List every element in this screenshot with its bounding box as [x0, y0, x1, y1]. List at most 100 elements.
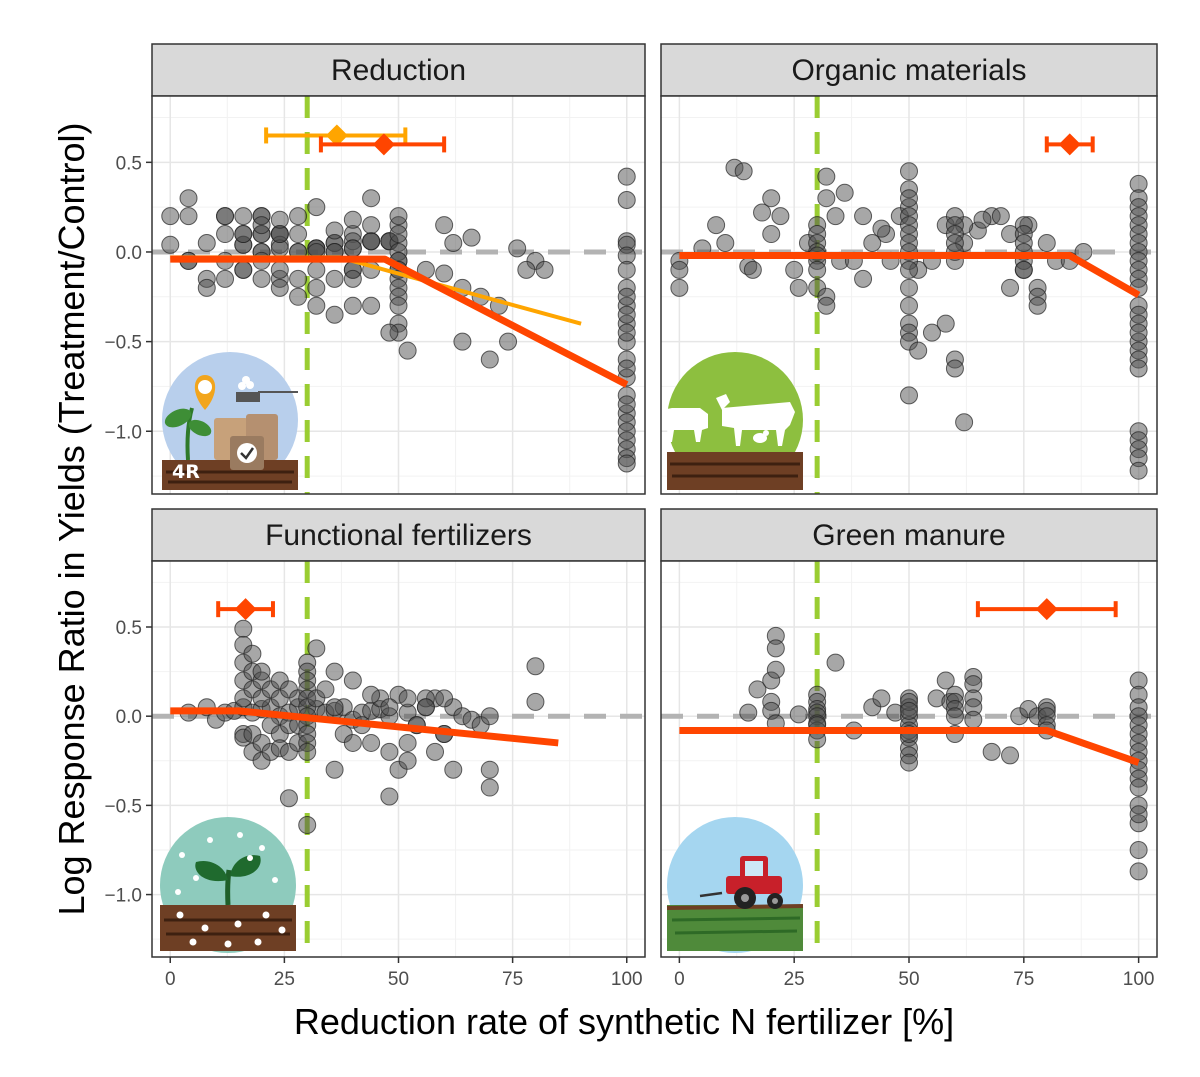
badge-4r: 4R	[172, 461, 200, 483]
data-point	[670, 278, 689, 297]
data-point	[508, 239, 527, 258]
segmented-fit-line	[679, 252, 1141, 299]
data-point	[964, 710, 983, 729]
data-point	[716, 234, 735, 253]
segmented-fit-line	[679, 726, 1140, 766]
data-point	[817, 167, 836, 186]
facet-title: Green manure	[812, 519, 1005, 552]
breakpoint-markers	[264, 124, 447, 156]
data-point	[617, 305, 636, 324]
data-point	[900, 753, 918, 772]
data-point	[252, 269, 271, 288]
data-point	[617, 323, 636, 342]
fit-lines	[170, 707, 559, 747]
y-axis-title: Log Response Ratio in Yields (Treatment/…	[51, 122, 92, 915]
fit-lines	[170, 255, 629, 388]
data-point	[270, 278, 289, 297]
data-point	[179, 189, 198, 208]
data-point	[380, 698, 399, 717]
data-point	[1028, 296, 1047, 315]
data-point	[298, 816, 317, 834]
seedling-icon	[160, 817, 296, 953]
y-tick-label: 0.0	[116, 243, 142, 264]
data-point	[307, 260, 326, 279]
data-point	[216, 225, 235, 244]
data-point	[161, 207, 180, 226]
data-point	[734, 162, 753, 181]
data-point	[197, 234, 216, 253]
data-point	[325, 269, 344, 288]
data-point	[389, 207, 408, 226]
reference-lines	[152, 96, 645, 494]
data-point	[480, 350, 499, 369]
x-axis-ticks-right: 0 25 50 75 100	[674, 957, 1154, 990]
data-point	[670, 260, 689, 279]
data-point	[234, 225, 253, 244]
data-point	[617, 359, 636, 378]
breakpoint-marker	[234, 598, 257, 621]
x-tick-label: 50	[898, 969, 919, 990]
data-point	[161, 235, 180, 254]
data-point	[1037, 234, 1056, 253]
facet-organic-materials: Organic materials	[658, 43, 1158, 495]
facet-strip	[151, 508, 646, 562]
x-tick-label: 75	[1013, 969, 1034, 990]
data-point	[1001, 278, 1020, 297]
data-point	[766, 660, 785, 679]
data-points	[670, 158, 1148, 480]
data-point	[234, 260, 253, 279]
facet-title: Organic materials	[791, 54, 1026, 87]
data-point	[270, 260, 289, 279]
data-point	[416, 698, 435, 717]
data-point	[325, 662, 344, 681]
y-axis-ticks-bottom: 0.5 0.0 −0.5 −1.0	[104, 618, 152, 907]
data-point	[325, 221, 344, 240]
data-point	[380, 742, 399, 761]
x-tick-label: 0	[674, 969, 685, 990]
data-point	[1129, 840, 1148, 859]
data-point	[270, 210, 289, 229]
data-point	[936, 671, 955, 690]
data-point	[707, 216, 726, 235]
data-point	[325, 305, 344, 324]
data-point	[909, 341, 928, 360]
y-axis-ticks-top: 0.5 0.0 −0.5 −1.0	[104, 153, 152, 443]
data-point	[307, 639, 326, 658]
data-point	[380, 323, 399, 342]
data-point	[900, 386, 918, 405]
data-point	[617, 395, 636, 414]
facet-title: Functional fertilizers	[265, 519, 532, 552]
data-point	[854, 269, 873, 288]
x-tick-label: 100	[1123, 969, 1155, 990]
data-point	[1129, 323, 1148, 342]
data-point	[617, 287, 636, 306]
tractor-icon	[666, 817, 804, 953]
data-point	[1129, 805, 1148, 824]
y-tick-label: −0.5	[104, 333, 142, 354]
segmented-fit-line	[170, 255, 629, 388]
data-point	[973, 210, 992, 229]
fit-lines	[679, 252, 1141, 299]
data-point	[252, 216, 271, 235]
data-point	[343, 296, 362, 315]
data-point	[453, 332, 472, 351]
data-point	[766, 639, 785, 658]
data-point	[900, 189, 918, 208]
facet-green-manure: Green manure	[660, 508, 1158, 958]
data-point	[398, 689, 417, 708]
data-point	[398, 733, 417, 752]
data-points	[739, 626, 1148, 881]
data-point	[617, 260, 636, 279]
data-point	[216, 207, 235, 226]
breakpoint-marker	[325, 124, 348, 147]
data-point	[389, 225, 408, 244]
data-point	[480, 707, 499, 726]
data-point	[343, 239, 362, 258]
x-tick-label: 50	[388, 969, 409, 990]
data-point	[817, 296, 836, 315]
data-point	[234, 619, 253, 638]
data-point	[900, 260, 918, 279]
data-point	[936, 314, 955, 333]
data-point	[517, 260, 536, 279]
